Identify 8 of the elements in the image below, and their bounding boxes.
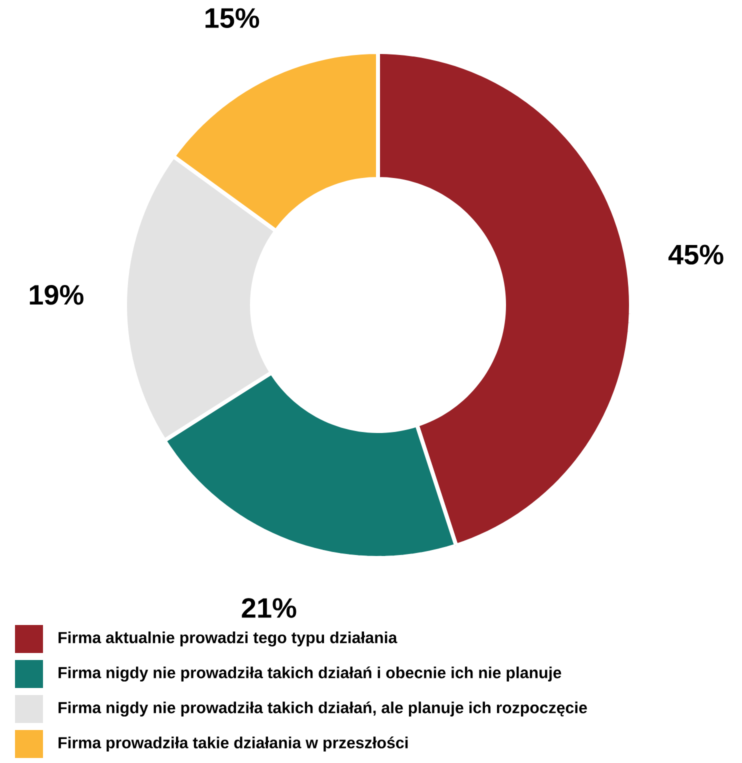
legend-label: Firma aktualnie prowadzi tego typu działania: [58, 632, 398, 646]
data-label: 15%: [206, 8, 260, 28]
legend-label: Firma prowadziła takie działania w przeszłości: [58, 736, 408, 752]
legend-label: Firma nigdy nie prowadziła takich działań i obecnie ich nie planuje: [58, 666, 562, 682]
data-label: 21%: [242, 598, 296, 618]
legend-label: Firma nigdy nie prowadziła takich działań, ale planuje ich rozpoczęcie: [58, 701, 587, 717]
data-label: 19%: [30, 284, 84, 305]
data-label: 45%: [668, 244, 724, 264]
